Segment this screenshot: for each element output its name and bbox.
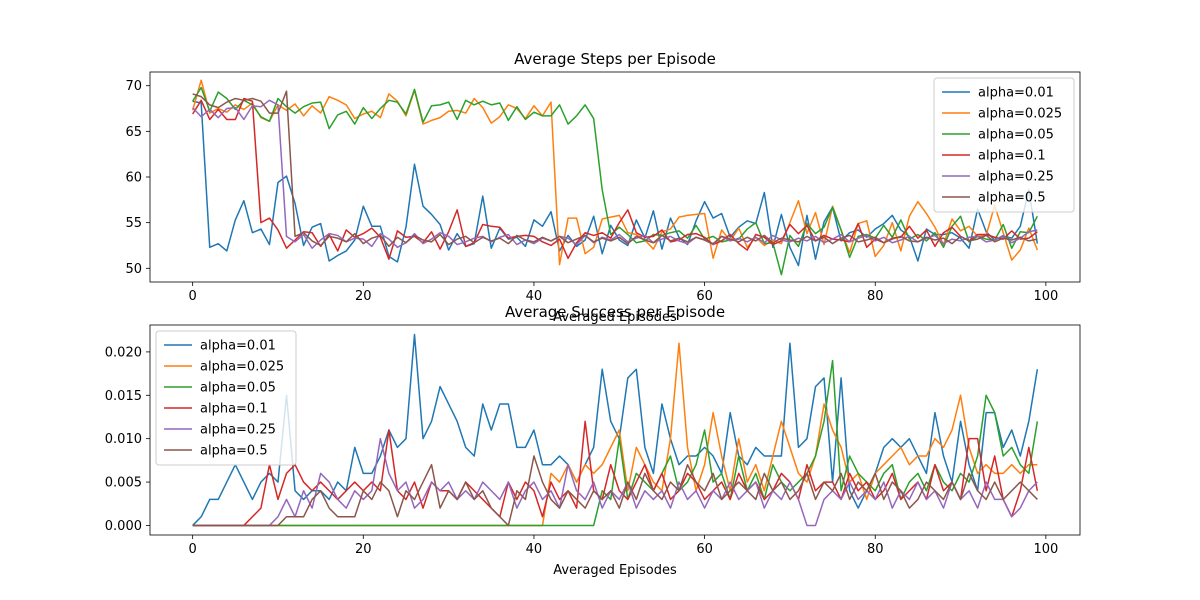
steps-series-alpha-0-025 — [191, 79, 1039, 266]
success-y-tick-label: 0.020 — [105, 345, 142, 360]
steps-x-tick-label: 40 — [526, 289, 543, 304]
steps-legend-label-alpha-0-05: alpha=0.05 — [978, 128, 1054, 143]
success-legend-label-alpha-0-05: alpha=0.05 — [200, 381, 276, 396]
success-x-tick-label: 40 — [526, 542, 543, 557]
success-y-tick-label: 0.005 — [105, 476, 142, 491]
success-legend-label-alpha-0-1: alpha=0.1 — [200, 402, 268, 417]
success-chart: 0 20 40 60 80 100 0.000 0.005 0.010 0.015 0.020 Ave… — [105, 303, 1081, 578]
success-legend-label-alpha-0-025: alpha=0.025 — [200, 360, 284, 375]
steps-y-tick-label: 65 — [125, 125, 142, 140]
success-x-tick-label: 80 — [867, 542, 884, 557]
steps-x-tick-label: 60 — [696, 289, 713, 304]
steps-legend-label-alpha-0-25: alpha=0.25 — [978, 170, 1054, 185]
success-series-alpha-0-05 — [192, 359, 1039, 527]
steps-x-tick-label: 80 — [867, 289, 884, 304]
success-y-tick-label: 0.010 — [105, 432, 142, 447]
steps-x-axis-label: Averaged Episodes — [553, 310, 677, 325]
success-legend: alpha=0.01 alpha=0.025 alpha=0.05 alpha=0.1… — [155, 330, 297, 466]
steps-legend-label-alpha-0-025: alpha=0.025 — [978, 107, 1062, 122]
success-x-axis-label: Averaged Episodes — [553, 563, 677, 578]
success-series-alpha-0-5 — [192, 455, 1038, 527]
success-legend-box — [155, 330, 297, 466]
steps-series-alpha-0-01 — [192, 100, 1039, 267]
steps-series-alpha-0-5 — [192, 90, 1038, 248]
steps-x-tick-label: 0 — [189, 289, 197, 304]
success-x-tick-label: 100 — [1033, 542, 1058, 557]
success-y-tick-label: 0.015 — [105, 389, 142, 404]
steps-legend-label-alpha-0-1: alpha=0.1 — [978, 149, 1046, 164]
success-series-alpha-0-25 — [192, 437, 1038, 527]
steps-x-tick-label: 20 — [355, 289, 372, 304]
steps-x-tick-label: 100 — [1033, 289, 1058, 304]
success-chart-title: Average Success per Episode — [505, 303, 725, 321]
success-legend-label-alpha-0-5: alpha=0.5 — [200, 444, 268, 459]
steps-y-tick-label: 60 — [125, 171, 142, 186]
success-axes-frame — [149, 324, 1081, 536]
steps-chart: 0 20 40 60 80 100 50 55 60 65 70 Average Steps per … — [125, 50, 1081, 325]
success-x-tick-label: 0 — [189, 542, 197, 557]
steps-legend: alpha=0.01 alpha=0.025 alpha=0.05 alpha=0.1… — [933, 77, 1075, 213]
steps-y-tick-label: 70 — [125, 79, 142, 94]
steps-y-tick-label: 50 — [125, 262, 142, 277]
success-legend-label-alpha-0-01: alpha=0.01 — [200, 339, 276, 354]
steps-series-alpha-0-25 — [192, 99, 1038, 249]
steps-chart-title: Average Steps per Episode — [514, 50, 716, 68]
steps-y-tick-label: 55 — [125, 216, 142, 231]
success-x-tick-label: 60 — [696, 542, 713, 557]
steps-legend-label-alpha-0-5: alpha=0.5 — [978, 191, 1046, 206]
success-legend-label-alpha-0-25: alpha=0.25 — [200, 423, 276, 438]
success-y-tick-label: 0.000 — [105, 519, 142, 534]
steps-legend-box — [933, 77, 1075, 213]
steps-legend-label-alpha-0-01: alpha=0.01 — [978, 86, 1054, 101]
success-x-tick-label: 20 — [355, 542, 372, 557]
